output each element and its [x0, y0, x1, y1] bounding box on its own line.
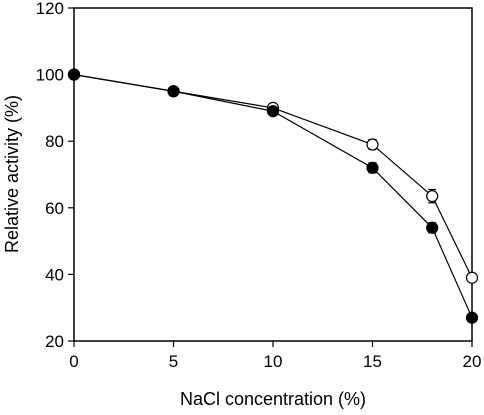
x-axis-title: NaCl concentration (%) [180, 389, 366, 409]
y-axis-title: Relative activity (%) [2, 95, 22, 253]
y-tick-label: 80 [45, 132, 64, 151]
x-tick-label: 10 [264, 352, 283, 371]
data-point-filled [266, 105, 280, 118]
data-point-open [426, 190, 439, 203]
data-point-filled [426, 221, 439, 234]
data-point-filled [465, 311, 479, 324]
data-point-filled [67, 68, 81, 81]
series-layer [67, 68, 479, 324]
y-tick-label: 20 [45, 332, 64, 351]
data-point-filled [366, 161, 379, 174]
y-tick-label: 60 [45, 199, 64, 218]
y-tick-label: 120 [36, 0, 64, 18]
x-tick-label: 0 [69, 352, 78, 371]
x-tick-label: 15 [363, 352, 382, 371]
series-0 [67, 68, 479, 284]
plot-frame [73, 7, 473, 342]
x-tick-label: 20 [463, 352, 482, 371]
data-point-open [465, 271, 479, 284]
data-point-filled [167, 85, 180, 98]
series-1 [67, 68, 479, 324]
y-tick-label: 100 [36, 66, 64, 85]
y-tick-label: 40 [45, 265, 64, 284]
tick-layer: 0 5 10 15 20 20 40 60 80 100 120 [36, 0, 482, 371]
x-tick-label: 5 [169, 352, 178, 371]
data-point-open [366, 138, 379, 151]
series-line [73, 74, 473, 318]
